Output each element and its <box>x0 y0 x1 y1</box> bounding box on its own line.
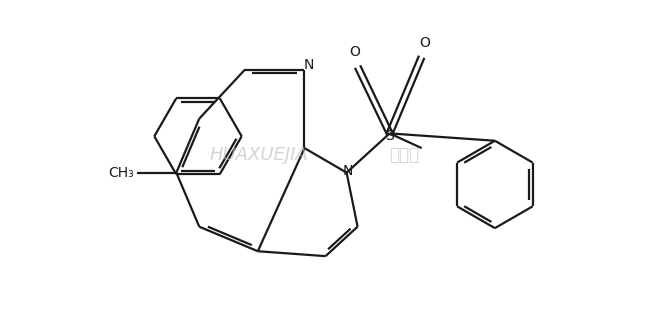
Text: HUAXUEJIA: HUAXUEJIA <box>210 146 308 163</box>
Text: CH₃: CH₃ <box>108 166 134 180</box>
Text: 化学加: 化学加 <box>389 146 419 163</box>
Text: N: N <box>304 58 314 72</box>
Text: O: O <box>349 45 360 59</box>
Text: S: S <box>385 129 394 143</box>
Text: N: N <box>343 164 353 179</box>
Text: O: O <box>419 36 430 49</box>
